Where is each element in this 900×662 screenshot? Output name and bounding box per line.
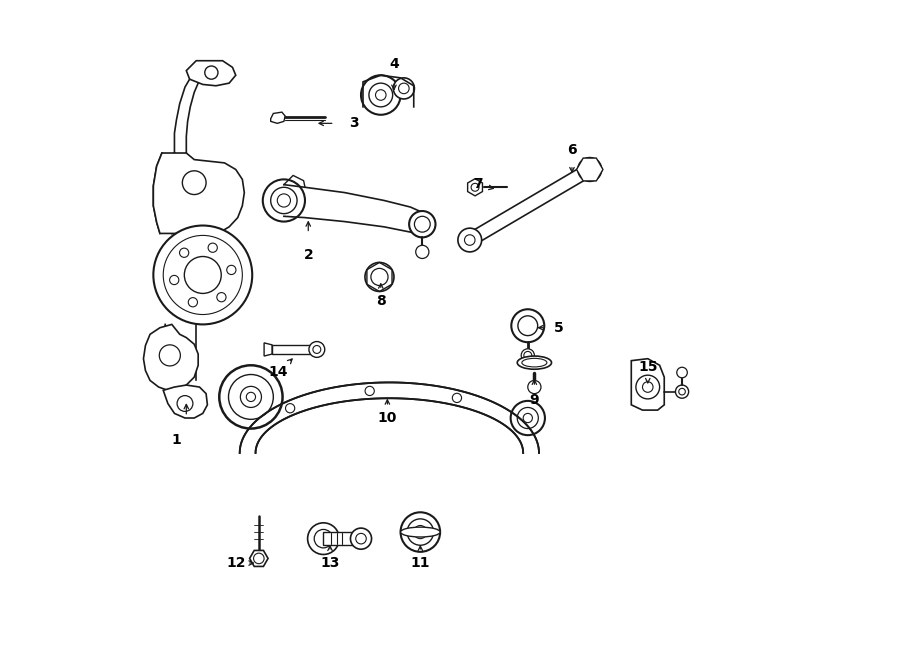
Circle shape	[518, 408, 538, 428]
Circle shape	[400, 512, 440, 552]
Circle shape	[636, 375, 660, 399]
Text: 1: 1	[172, 433, 181, 447]
Text: 13: 13	[320, 556, 339, 570]
Text: 10: 10	[378, 411, 397, 425]
Circle shape	[510, 401, 544, 435]
Text: 14: 14	[269, 365, 288, 379]
Circle shape	[523, 413, 533, 422]
Ellipse shape	[518, 356, 552, 369]
Polygon shape	[631, 359, 664, 410]
Circle shape	[313, 346, 320, 354]
Circle shape	[208, 243, 217, 252]
Circle shape	[314, 530, 333, 548]
Circle shape	[578, 158, 601, 181]
Circle shape	[375, 90, 386, 100]
Circle shape	[414, 526, 427, 539]
Circle shape	[458, 228, 482, 252]
Polygon shape	[468, 179, 482, 196]
Circle shape	[220, 365, 283, 428]
Circle shape	[464, 235, 475, 246]
Text: 15: 15	[638, 360, 658, 374]
Circle shape	[163, 236, 242, 314]
Circle shape	[677, 367, 688, 378]
Circle shape	[643, 382, 653, 393]
Circle shape	[365, 387, 374, 396]
Circle shape	[414, 216, 430, 232]
Text: 8: 8	[376, 295, 386, 308]
Circle shape	[399, 83, 410, 94]
Text: 4: 4	[389, 57, 399, 71]
Circle shape	[584, 164, 595, 175]
Circle shape	[410, 211, 436, 238]
Polygon shape	[163, 385, 207, 418]
Circle shape	[309, 342, 325, 357]
Ellipse shape	[522, 358, 547, 367]
Circle shape	[356, 534, 366, 544]
Circle shape	[511, 309, 544, 342]
Polygon shape	[323, 532, 355, 545]
Circle shape	[169, 275, 179, 285]
Circle shape	[416, 246, 429, 258]
Polygon shape	[249, 550, 268, 567]
Circle shape	[471, 183, 479, 191]
Circle shape	[371, 268, 388, 285]
Ellipse shape	[400, 527, 440, 537]
Circle shape	[177, 396, 193, 411]
Circle shape	[159, 345, 180, 366]
Circle shape	[240, 387, 262, 408]
Circle shape	[254, 553, 264, 564]
Polygon shape	[272, 345, 310, 354]
Circle shape	[350, 528, 372, 549]
Circle shape	[393, 78, 414, 99]
Circle shape	[179, 248, 189, 258]
Text: 5: 5	[554, 320, 563, 335]
Circle shape	[183, 171, 206, 195]
Circle shape	[676, 385, 688, 399]
Text: 11: 11	[410, 556, 430, 570]
Circle shape	[524, 352, 532, 359]
Circle shape	[217, 293, 226, 302]
Circle shape	[369, 83, 392, 107]
Polygon shape	[186, 61, 236, 86]
Circle shape	[277, 194, 291, 207]
Circle shape	[407, 519, 434, 545]
Circle shape	[205, 66, 218, 79]
Polygon shape	[153, 153, 244, 237]
Polygon shape	[577, 158, 603, 181]
Circle shape	[521, 349, 535, 362]
Circle shape	[285, 404, 294, 413]
Circle shape	[227, 265, 236, 275]
Polygon shape	[143, 324, 198, 391]
Text: 3: 3	[349, 117, 359, 130]
Text: 6: 6	[567, 143, 577, 157]
Polygon shape	[466, 164, 593, 246]
Polygon shape	[271, 112, 285, 123]
Circle shape	[184, 256, 221, 293]
Circle shape	[518, 316, 537, 336]
Text: 2: 2	[303, 248, 313, 262]
Circle shape	[365, 262, 394, 291]
Circle shape	[308, 523, 339, 555]
Circle shape	[229, 375, 274, 419]
Circle shape	[263, 179, 305, 222]
Text: 12: 12	[226, 556, 246, 570]
Text: 9: 9	[529, 393, 539, 407]
Circle shape	[271, 187, 297, 214]
Circle shape	[361, 75, 400, 115]
Circle shape	[188, 298, 197, 307]
Circle shape	[679, 389, 685, 395]
Circle shape	[247, 393, 256, 402]
Circle shape	[453, 393, 462, 402]
Circle shape	[527, 381, 541, 394]
Text: 7: 7	[472, 177, 482, 191]
Circle shape	[153, 226, 252, 324]
Polygon shape	[264, 343, 272, 356]
Polygon shape	[239, 383, 539, 453]
